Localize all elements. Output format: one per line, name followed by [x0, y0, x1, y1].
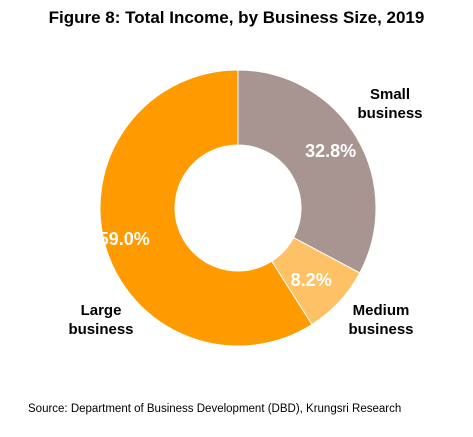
category-label-medium-line1: Medium: [352, 302, 410, 319]
source-note: Source: Department of Business Developme…: [28, 403, 402, 415]
value-label-medium: 8.2%: [291, 270, 332, 290]
value-label-large: 59.0%: [99, 229, 150, 249]
category-label-medium: Medium business: [326, 301, 436, 339]
slice-small: [237, 69, 377, 274]
category-label-large-line2: business: [68, 321, 134, 338]
slice-large: [99, 69, 313, 347]
category-label-small-line2: business: [357, 105, 423, 122]
value-label-small: 32.8%: [305, 141, 356, 161]
category-label-large-line1: Large: [80, 302, 122, 319]
category-label-small: Small business: [335, 85, 445, 123]
slices-group: [99, 69, 377, 347]
category-label-large: Large business: [46, 301, 156, 339]
category-label-small-line1: Small: [369, 86, 411, 103]
value-labels-group: 32.8% 8.2% 59.0%: [99, 141, 356, 290]
category-label-medium-line2: business: [348, 321, 414, 338]
chart-title: Figure 8: Total Income, by Business Size…: [48, 8, 425, 27]
